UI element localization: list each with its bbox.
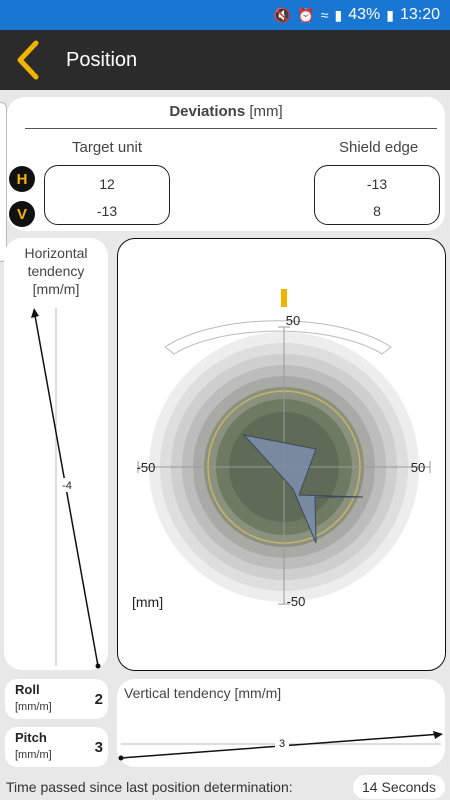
shield-edge-v-value: 8	[373, 203, 381, 219]
target-plot-panel: 50 -50 -50 50 [mm]	[117, 238, 446, 671]
tick-top-label: 50	[286, 313, 300, 328]
elapsed-time-value: 14 Seconds	[353, 775, 445, 799]
pitch-panel: Pitch [mm/m] 3	[5, 727, 108, 767]
target-plot: 50 -50 -50 50 [mm]	[132, 289, 431, 610]
horizontal-tendency-value: -4	[62, 480, 72, 492]
vertical-tendency-title: Vertical tendency [mm/m]	[124, 685, 282, 701]
shield-edge-values: -13 8	[314, 165, 440, 225]
shield-position-marker	[242, 434, 364, 544]
deviations-label: Deviations	[169, 103, 246, 120]
target-unit-v-value: -13	[96, 203, 118, 219]
scale-marker	[281, 289, 287, 307]
shield-edge-label: Shield edge	[339, 139, 419, 156]
label-bg	[58, 478, 74, 492]
tick-bottom-label: -50	[287, 594, 306, 609]
elapsed-time-label: Time passed since last position determin…	[6, 779, 293, 795]
tendency-origin-dot	[95, 663, 101, 669]
tendency-origin-dot	[118, 755, 124, 761]
target-unit-h-value: 12	[99, 176, 115, 192]
vertical-tendency-graph: 3	[118, 731, 443, 761]
scale-arc	[164, 320, 392, 355]
horizontal-tendency-title: Horizontal tendency [mm/m]	[24, 245, 88, 297]
shield-edge-h-value: -13	[366, 176, 388, 192]
tick-right-label: 50	[411, 460, 425, 475]
back-button[interactable]	[4, 30, 54, 90]
arrow-head-icon	[31, 308, 39, 318]
roll-value: 2	[94, 691, 103, 708]
clock: 13:20	[399, 6, 440, 23]
battery-percent: 43%	[348, 6, 381, 23]
alarm-icon: ⏰	[297, 6, 315, 23]
roll-label: Roll	[15, 682, 40, 697]
label-bg	[275, 737, 289, 750]
divider	[25, 128, 437, 129]
pitch-value: 3	[94, 739, 103, 756]
mute-icon: 🔇	[273, 6, 292, 23]
deviations-panel: Deviations [mm] Target unit Shield edge …	[7, 97, 445, 231]
pitch-unit: [mm/m]	[15, 749, 52, 761]
status-bar: 🔇 ⏰ ≈ ▮ 43% ▮ 13:20	[0, 0, 450, 30]
vertical-tendency-panel: Vertical tendency [mm/m] 3	[117, 679, 445, 767]
battery-icon: ▮	[386, 6, 394, 23]
tick-left-label: -50	[137, 460, 156, 475]
horizontal-tendency-graph: -4	[31, 308, 101, 669]
deviations-unit: [mm]	[249, 103, 283, 120]
page-title: Position	[66, 48, 138, 71]
unit-label: [mm]	[132, 594, 163, 610]
vertical-tendency-value: 3	[279, 738, 285, 750]
target-unit-values: 12 -13	[44, 165, 170, 225]
chevron-left-icon	[17, 40, 39, 80]
horizontal-badge: H	[9, 166, 35, 192]
deviations-title: Deviations [mm]	[7, 103, 445, 120]
vertical-badge: V	[9, 201, 35, 227]
roll-panel: Roll [mm/m] 2	[5, 679, 108, 719]
arrow-head-icon	[433, 731, 443, 739]
roll-unit: [mm/m]	[15, 701, 52, 713]
target-unit-label: Target unit	[72, 139, 143, 156]
app-bar: Position	[0, 30, 450, 90]
wifi-icon: ≈	[320, 7, 329, 23]
pitch-label: Pitch	[15, 730, 47, 745]
signal-icon: ▮	[334, 6, 343, 23]
horizontal-tendency-panel: Horizontal tendency [mm/m] -4	[4, 238, 108, 670]
